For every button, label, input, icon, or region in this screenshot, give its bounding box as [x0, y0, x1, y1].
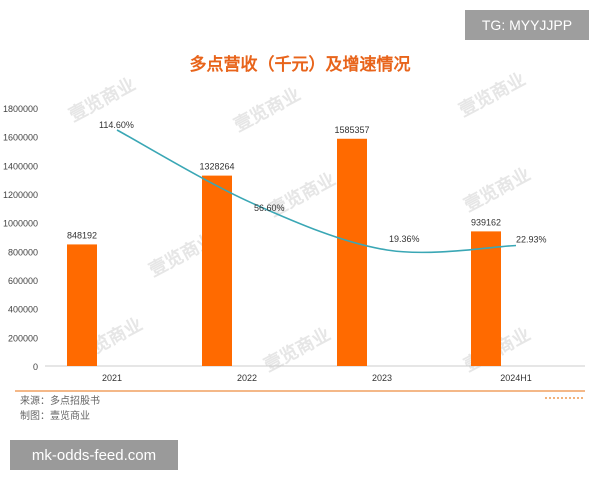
growth-label: 22.93%	[516, 235, 547, 245]
growth-label: 56.60%	[254, 203, 285, 213]
bar-value-label: 939162	[471, 217, 501, 227]
watermark: 壹览商业	[65, 73, 139, 126]
watermark: 壹览商业	[230, 83, 304, 136]
y-tick-label: 800000	[8, 247, 38, 257]
bar	[67, 244, 97, 366]
y-tick-label: 0	[33, 362, 38, 372]
y-tick-label: 1600000	[3, 133, 38, 143]
x-tick-label: 2022	[237, 373, 257, 383]
telegram-badge: TG: MYYJJPP	[465, 10, 589, 40]
growth-label: 114.60%	[99, 120, 134, 130]
bar-value-label: 1585357	[334, 125, 369, 135]
y-tick-label: 400000	[8, 305, 38, 315]
y-tick-label: 1000000	[3, 219, 38, 229]
feed-url-badge[interactable]: mk-odds-feed.com	[10, 440, 178, 470]
bar	[471, 231, 501, 366]
y-tick-label: 1400000	[3, 161, 38, 171]
bar	[202, 175, 232, 366]
bar	[337, 138, 367, 366]
growth-label: 19.36%	[389, 234, 420, 244]
maker-label: 制图：壹览商业	[20, 411, 90, 422]
bar-value-label: 848192	[67, 230, 97, 240]
x-tick-label: 2024H1	[500, 373, 532, 383]
watermark: 壹览商业	[260, 323, 334, 376]
chart-title: 多点营收（千元）及增速情况	[190, 54, 411, 75]
growth-line	[116, 129, 517, 254]
bar-value-label: 1328264	[199, 162, 234, 172]
y-tick-label: 200000	[8, 333, 38, 343]
y-tick-label: 1800000	[3, 104, 38, 114]
x-tick-label: 2021	[102, 373, 122, 383]
source-note: 来源：多点招股书 制图：壹览商业	[20, 394, 100, 424]
source-label: 来源：多点招股书	[20, 396, 100, 407]
y-tick-label: 600000	[8, 276, 38, 286]
watermark: 壹览商业	[455, 68, 529, 121]
y-tick-label: 1200000	[3, 190, 38, 200]
x-tick-label: 2023	[372, 373, 392, 383]
watermark: 壹览商业	[460, 163, 534, 216]
